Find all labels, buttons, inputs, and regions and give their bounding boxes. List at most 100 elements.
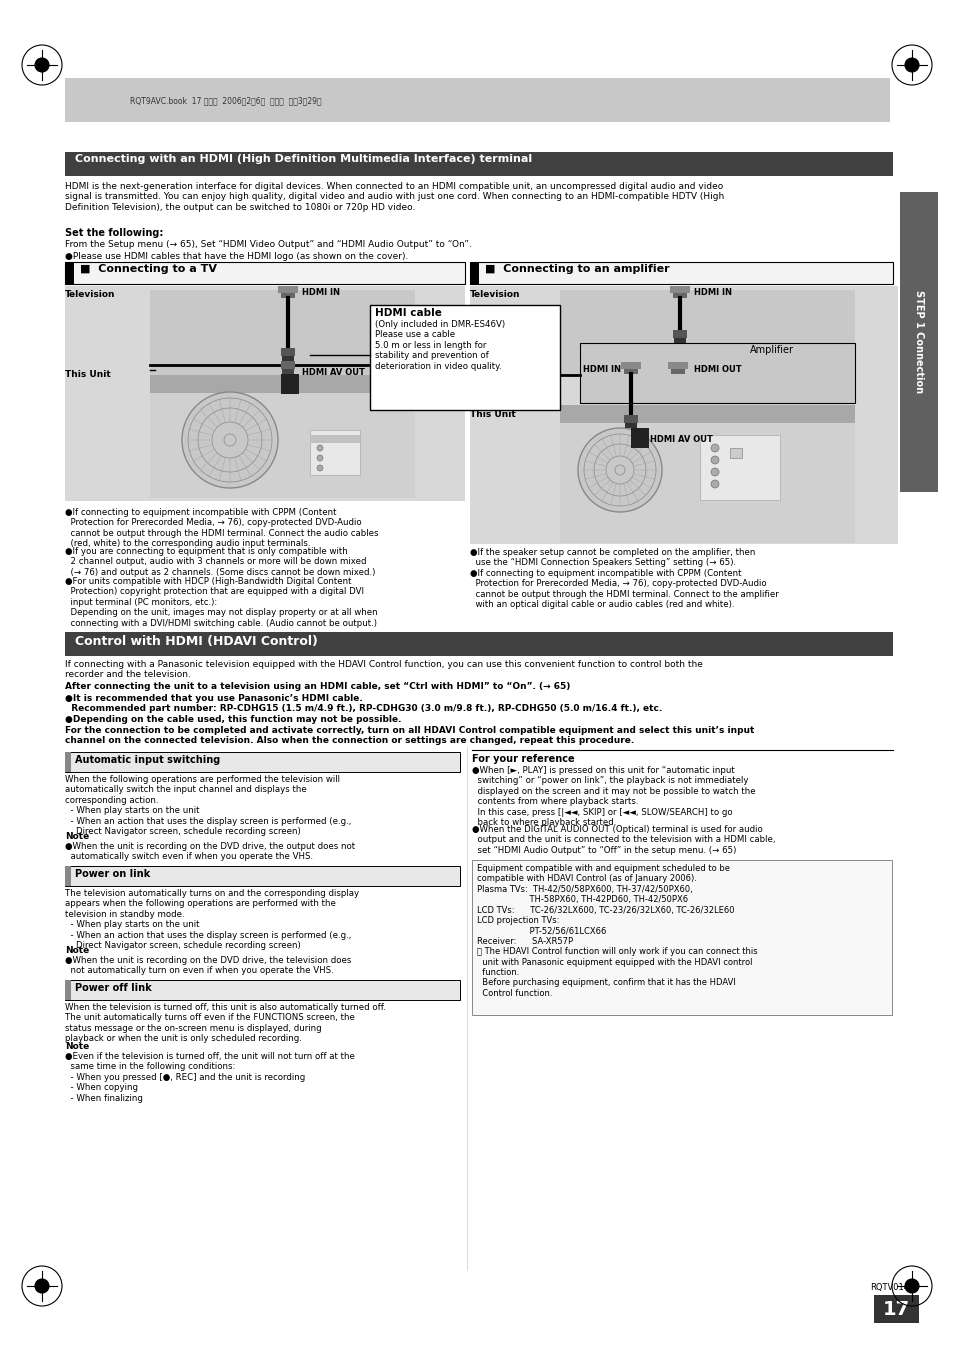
Bar: [579, 343, 854, 403]
Text: For the connection to be completed and activate correctly, turn on all HDAVI Con: For the connection to be completed and a…: [65, 725, 754, 746]
Bar: [673, 338, 685, 343]
Circle shape: [316, 444, 323, 451]
Bar: [310, 430, 359, 476]
Circle shape: [904, 58, 918, 72]
Bar: [65, 632, 892, 657]
Text: HDMI AV OUT: HDMI AV OUT: [302, 367, 364, 377]
Text: ●When the unit is recording on the DVD drive, the output does not
  automaticall: ●When the unit is recording on the DVD d…: [65, 842, 355, 862]
Text: ●For units compatible with HDCP (High-Bandwidth Digital Content
  Protection) co: ●For units compatible with HDCP (High-Ba…: [65, 577, 377, 628]
Bar: [150, 393, 415, 499]
Text: ●If you are connecting to equipment that is only compatible with
  2 channel out: ●If you are connecting to equipment that…: [65, 547, 375, 577]
Bar: [281, 361, 294, 369]
Bar: [630, 428, 648, 449]
Circle shape: [316, 465, 323, 471]
Bar: [623, 369, 638, 374]
Text: The television automatically turns on and the corresponding display
appears when: The television automatically turns on an…: [65, 889, 358, 950]
Bar: [65, 866, 71, 886]
Text: Equipment compatible with and equipment scheduled to be
compatible with HDAVI Co: Equipment compatible with and equipment …: [476, 865, 757, 998]
Bar: [310, 435, 359, 443]
Text: Power off link: Power off link: [75, 984, 152, 993]
Bar: [672, 330, 686, 338]
Bar: [65, 753, 459, 771]
Text: ■  Connecting to a TV: ■ Connecting to a TV: [80, 263, 216, 274]
Bar: [65, 262, 464, 284]
Text: Recommended part number: RP-CDHG15 (1.5 m/4.9 ft.), RP-CDHG30 (3.0 m/9.8 ft.), R: Recommended part number: RP-CDHG15 (1.5 …: [65, 704, 661, 713]
Bar: [669, 286, 689, 293]
Text: Automatic input switching: Automatic input switching: [75, 755, 220, 765]
Bar: [672, 293, 686, 299]
Circle shape: [316, 455, 323, 461]
Text: ●Even if the television is turned off, the unit will not turn off at the
  same : ●Even if the television is turned off, t…: [65, 1052, 355, 1102]
Text: HDMI IN: HDMI IN: [582, 365, 620, 374]
Text: ●If connecting to equipment incompatible with CPPM (Content
  Protection for Pre: ●If connecting to equipment incompatible…: [65, 508, 378, 549]
Text: When the following operations are performed the television will
automatically sw: When the following operations are perfor…: [65, 775, 351, 836]
Bar: [282, 357, 294, 361]
Circle shape: [35, 1279, 49, 1293]
Bar: [65, 262, 74, 284]
Bar: [624, 423, 637, 428]
Text: Amplifier: Amplifier: [749, 345, 793, 355]
Bar: [470, 262, 478, 284]
Text: Note: Note: [65, 1042, 90, 1051]
Text: ●Please use HDMI cables that have the HDMI logo (as shown on the cover).: ●Please use HDMI cables that have the HD…: [65, 253, 408, 261]
Text: ●When the DIGITAL AUDIO OUT (Optical) terminal is used for audio
  output and th: ●When the DIGITAL AUDIO OUT (Optical) te…: [472, 825, 775, 855]
Text: From the Setup menu (→ 65), Set “HDMI Video Output” and “HDMI Audio Output” to “: From the Setup menu (→ 65), Set “HDMI Vi…: [65, 240, 471, 249]
Bar: [65, 753, 71, 771]
Text: After connecting the unit to a television using an HDMI cable, set “Ctrl with HD: After connecting the unit to a televisio…: [65, 682, 570, 690]
Text: When the television is turned off, this unit is also automatically turned off.
T: When the television is turned off, this …: [65, 1002, 385, 1043]
Text: ●If the speaker setup cannot be completed on the amplifier, then
  use the “HDMI: ●If the speaker setup cannot be complete…: [470, 549, 755, 567]
Circle shape: [35, 58, 49, 72]
Bar: [65, 286, 464, 501]
Text: Connecting with an HDMI (High Definition Multimedia Interface) terminal: Connecting with an HDMI (High Definition…: [75, 154, 532, 163]
Bar: [65, 979, 71, 1000]
Circle shape: [710, 480, 719, 488]
Bar: [559, 290, 854, 376]
Text: ■  Connecting to an amplifier: ■ Connecting to an amplifier: [484, 263, 669, 274]
Bar: [623, 415, 638, 423]
Bar: [559, 405, 854, 423]
Bar: [281, 374, 298, 394]
Text: 17: 17: [882, 1300, 908, 1319]
Bar: [472, 861, 891, 1015]
Circle shape: [578, 428, 661, 512]
Circle shape: [710, 467, 719, 476]
Bar: [150, 376, 415, 393]
Bar: [729, 449, 741, 458]
Text: HDMI IN: HDMI IN: [693, 288, 731, 297]
Bar: [282, 369, 294, 374]
Text: ●When [►, PLAY] is pressed on this unit for “automatic input
  switching” or “po: ●When [►, PLAY] is pressed on this unit …: [472, 766, 755, 827]
Bar: [65, 78, 889, 122]
Text: RQTV0141: RQTV0141: [869, 1283, 913, 1292]
Text: HDMI OUT: HDMI OUT: [693, 365, 740, 374]
Circle shape: [182, 392, 277, 488]
Bar: [667, 362, 687, 369]
Bar: [700, 435, 780, 500]
Bar: [370, 305, 559, 409]
Text: ●Depending on the cable used, this function may not be possible.: ●Depending on the cable used, this funct…: [65, 715, 401, 724]
Bar: [281, 293, 294, 299]
Text: ●If connecting to equipment incompatible with CPPM (Content
  Protection for Pre: ●If connecting to equipment incompatible…: [470, 569, 778, 609]
Bar: [281, 349, 294, 357]
Text: ●When the unit is recording on the DVD drive, the television does
  not automati: ●When the unit is recording on the DVD d…: [65, 957, 351, 975]
Text: (Only included in DMR-ES46V)
Please use a cable
5.0 m or less in length for
stab: (Only included in DMR-ES46V) Please use …: [375, 320, 504, 370]
Text: HDMI IN: HDMI IN: [302, 288, 339, 297]
Text: Set the following:: Set the following:: [65, 228, 163, 238]
Text: HDMI cable: HDMI cable: [375, 308, 441, 317]
Text: If connecting with a Panasonic television equipped with the HDAVI Control functi: If connecting with a Panasonic televisio…: [65, 661, 702, 680]
Text: For your reference: For your reference: [472, 754, 574, 765]
Bar: [470, 262, 892, 284]
Bar: [150, 290, 415, 385]
Text: STEP 1 Connection: STEP 1 Connection: [913, 290, 923, 393]
Bar: [559, 423, 854, 543]
Bar: [277, 286, 297, 293]
Circle shape: [904, 1279, 918, 1293]
Text: HDMI is the next-generation interface for digital devices. When connected to an : HDMI is the next-generation interface fo…: [65, 182, 723, 212]
Text: Note: Note: [65, 832, 90, 842]
Text: Television: Television: [470, 290, 520, 299]
Bar: [899, 192, 937, 492]
Bar: [873, 1296, 918, 1323]
Text: Power on link: Power on link: [75, 869, 150, 880]
Bar: [670, 369, 684, 374]
Text: This Unit: This Unit: [470, 409, 516, 419]
Circle shape: [710, 444, 719, 453]
